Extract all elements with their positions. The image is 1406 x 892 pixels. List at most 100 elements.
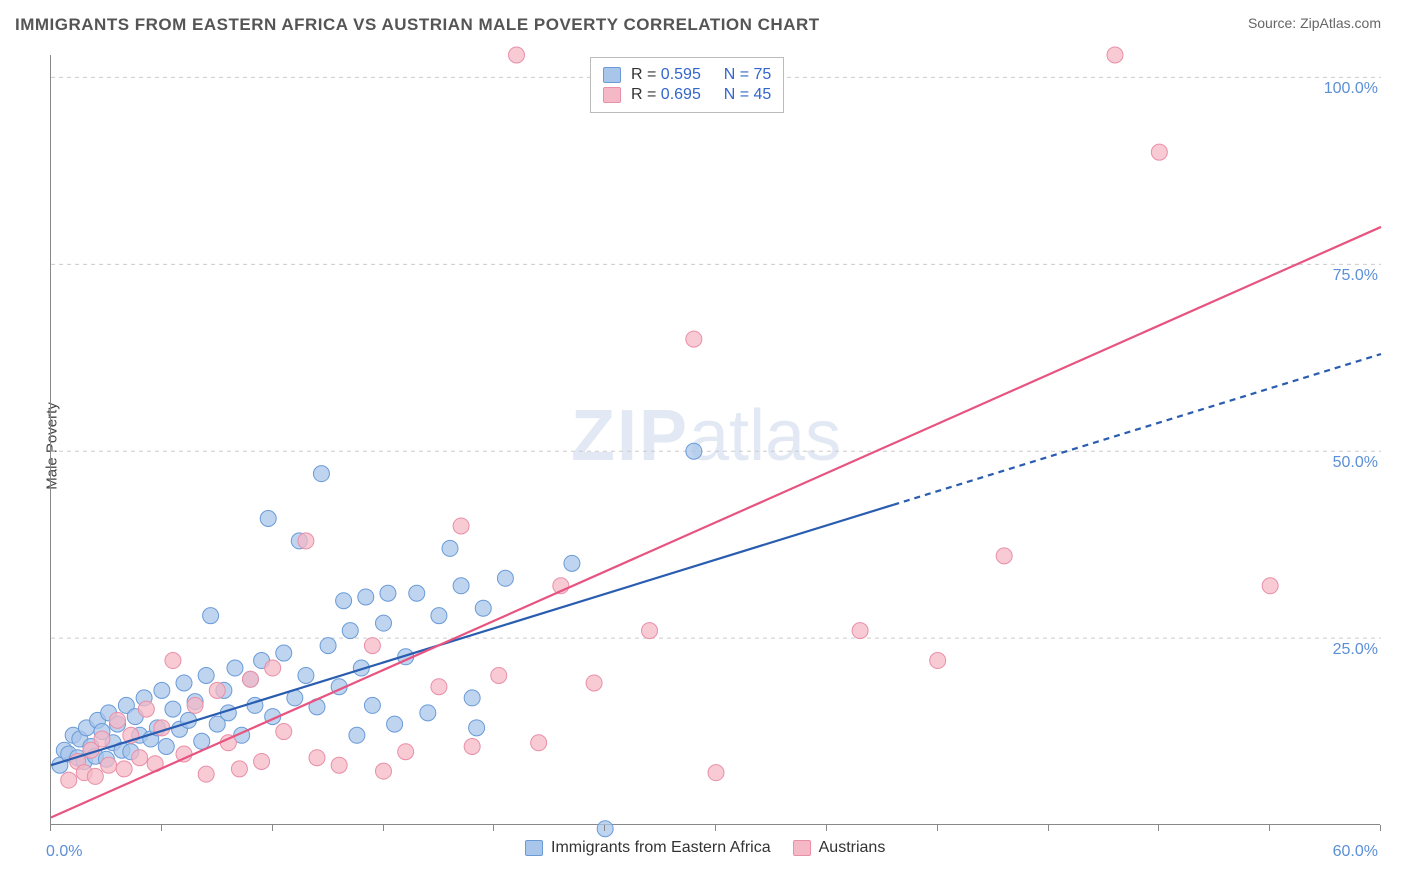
- legend-bottom-item-austrians: Austrians: [793, 839, 886, 857]
- x-max-label: 60.0%: [1333, 843, 1378, 861]
- x-tick-mark: [1269, 825, 1270, 831]
- data-point-austrians: [198, 766, 214, 782]
- data-point-eastern_africa: [380, 585, 396, 601]
- data-point-austrians: [298, 533, 314, 549]
- data-point-austrians: [586, 675, 602, 691]
- data-point-eastern_africa: [342, 623, 358, 639]
- legend-swatch-eastern_africa: [603, 67, 621, 83]
- data-point-austrians: [101, 757, 117, 773]
- x-tick-mark: [50, 825, 51, 831]
- data-point-eastern_africa: [313, 466, 329, 482]
- data-point-eastern_africa: [298, 667, 314, 683]
- data-point-austrians: [996, 548, 1012, 564]
- correlation-chart: IMMIGRANTS FROM EASTERN AFRICA VS AUSTRI…: [0, 0, 1406, 892]
- data-point-austrians: [265, 660, 281, 676]
- data-point-austrians: [61, 772, 77, 788]
- legend-stats-eastern_africa: R = 0.595 N = 75: [631, 66, 771, 84]
- data-point-eastern_africa: [336, 593, 352, 609]
- trendline-dash-eastern_africa: [893, 354, 1381, 505]
- legend-stats-austrians: R = 0.695 N = 45: [631, 86, 771, 104]
- data-point-eastern_africa: [387, 716, 403, 732]
- data-point-austrians: [231, 761, 247, 777]
- data-point-eastern_africa: [442, 540, 458, 556]
- y-tick-label: 100.0%: [1324, 80, 1378, 98]
- data-point-austrians: [364, 638, 380, 654]
- legend-series: Immigrants from Eastern Africa Austrians: [525, 839, 885, 857]
- data-point-austrians: [531, 735, 547, 751]
- x-tick-mark: [1158, 825, 1159, 831]
- data-point-austrians: [1262, 578, 1278, 594]
- data-point-austrians: [132, 750, 148, 766]
- data-point-eastern_africa: [431, 608, 447, 624]
- data-point-eastern_africa: [469, 720, 485, 736]
- data-point-eastern_africa: [158, 739, 174, 755]
- data-point-eastern_africa: [176, 675, 192, 691]
- legend-swatch-austrians: [603, 87, 621, 103]
- data-point-austrians: [852, 623, 868, 639]
- data-point-eastern_africa: [497, 570, 513, 586]
- data-point-eastern_africa: [260, 510, 276, 526]
- data-point-austrians: [331, 757, 347, 773]
- data-point-eastern_africa: [564, 555, 580, 571]
- data-point-eastern_africa: [376, 615, 392, 631]
- data-point-eastern_africa: [276, 645, 292, 661]
- trendline-austrians: [51, 227, 1381, 818]
- x-tick-mark: [826, 825, 827, 831]
- x-tick-mark: [937, 825, 938, 831]
- x-tick-mark: [1380, 825, 1381, 831]
- y-tick-label: 50.0%: [1333, 454, 1378, 472]
- data-point-eastern_africa: [686, 443, 702, 459]
- plot-svg: [51, 55, 1381, 825]
- legend-top-row-austrians: R = 0.695 N = 45: [603, 86, 771, 104]
- data-point-eastern_africa: [349, 727, 365, 743]
- data-point-austrians: [94, 731, 110, 747]
- data-point-austrians: [187, 697, 203, 713]
- data-point-austrians: [87, 768, 103, 784]
- data-point-austrians: [309, 750, 325, 766]
- data-point-austrians: [398, 744, 414, 760]
- x-min-label: 0.0%: [46, 843, 82, 861]
- legend-bottom-item-eastern_africa: Immigrants from Eastern Africa: [525, 839, 771, 857]
- x-tick-mark: [493, 825, 494, 831]
- source-label: Source: ZipAtlas.com: [1248, 15, 1381, 31]
- x-tick-mark: [1048, 825, 1049, 831]
- x-tick-mark: [715, 825, 716, 831]
- data-point-eastern_africa: [453, 578, 469, 594]
- data-point-austrians: [276, 724, 292, 740]
- data-point-austrians: [464, 739, 480, 755]
- legend-bottom-label-eastern_africa: Immigrants from Eastern Africa: [551, 839, 771, 857]
- plot-area: ZIPatlas: [50, 55, 1380, 825]
- data-point-eastern_africa: [198, 667, 214, 683]
- data-point-eastern_africa: [154, 682, 170, 698]
- data-point-eastern_africa: [464, 690, 480, 706]
- data-point-austrians: [243, 671, 259, 687]
- data-point-austrians: [509, 47, 525, 63]
- data-point-austrians: [110, 712, 126, 728]
- data-point-eastern_africa: [358, 589, 374, 605]
- data-point-austrians: [686, 331, 702, 347]
- data-point-austrians: [930, 653, 946, 669]
- x-tick-mark: [272, 825, 273, 831]
- data-point-eastern_africa: [203, 608, 219, 624]
- x-tick-mark: [604, 825, 605, 831]
- data-point-austrians: [642, 623, 658, 639]
- data-point-austrians: [1151, 144, 1167, 160]
- data-point-austrians: [708, 765, 724, 781]
- data-point-eastern_africa: [227, 660, 243, 676]
- data-point-austrians: [376, 763, 392, 779]
- data-point-austrians: [209, 682, 225, 698]
- legend-correlation-box: R = 0.595 N = 75 R = 0.695 N = 45: [590, 57, 784, 113]
- y-tick-label: 25.0%: [1333, 641, 1378, 659]
- data-point-eastern_africa: [364, 697, 380, 713]
- legend-top-row-eastern_africa: R = 0.595 N = 75: [603, 66, 771, 84]
- data-point-eastern_africa: [597, 821, 613, 837]
- data-point-austrians: [1107, 47, 1123, 63]
- data-point-austrians: [165, 653, 181, 669]
- data-point-eastern_africa: [165, 701, 181, 717]
- x-tick-mark: [161, 825, 162, 831]
- legend-bottom-swatch-austrians: [793, 840, 811, 856]
- x-tick-mark: [383, 825, 384, 831]
- data-point-eastern_africa: [320, 638, 336, 654]
- data-point-eastern_africa: [475, 600, 491, 616]
- data-point-austrians: [116, 761, 132, 777]
